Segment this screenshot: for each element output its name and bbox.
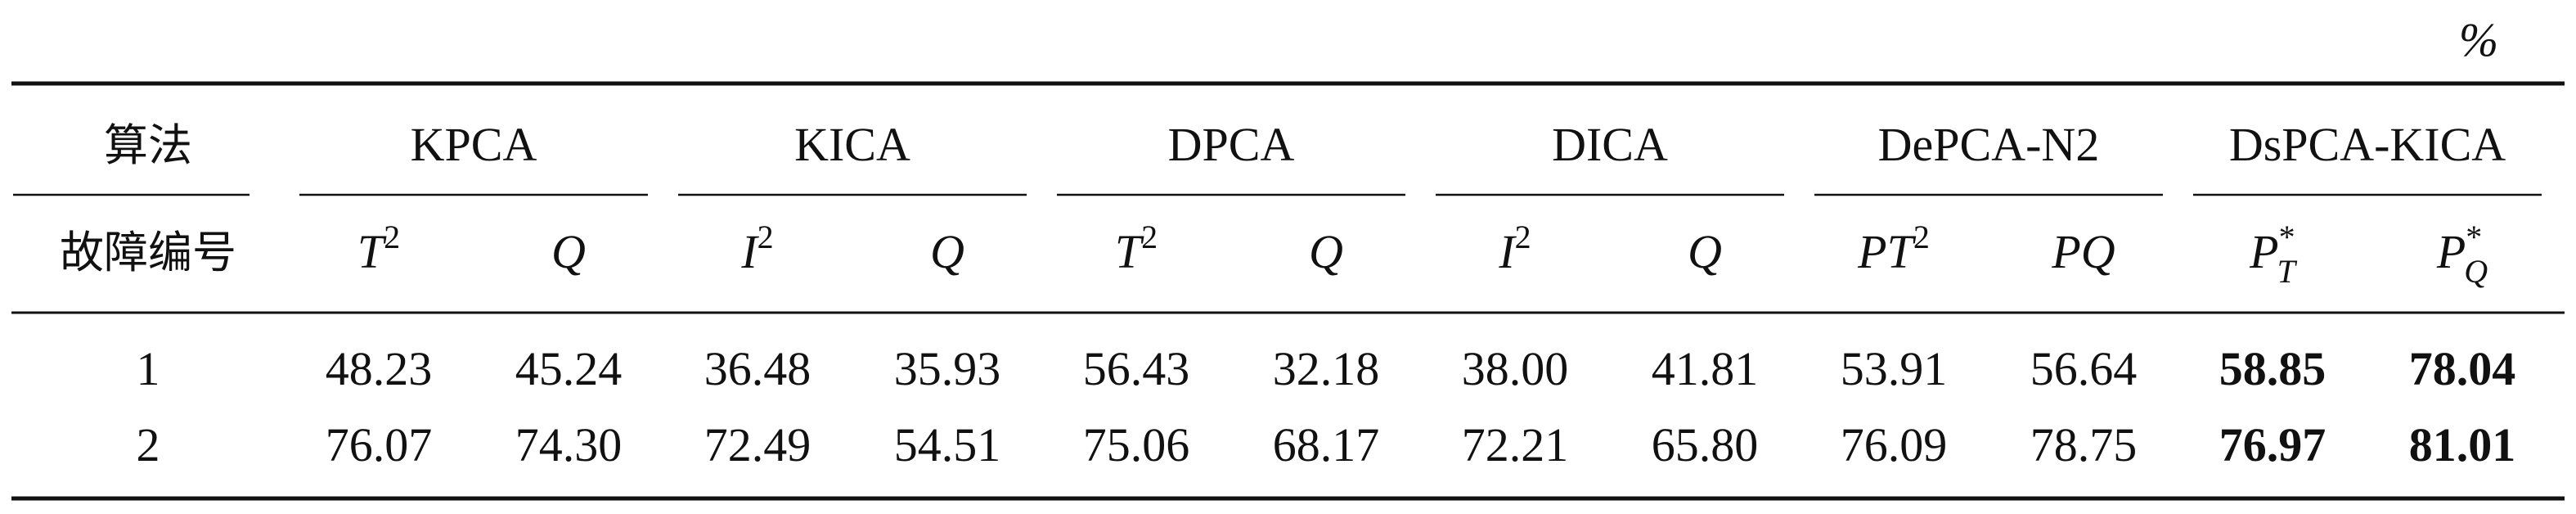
cell: 68.17: [1273, 418, 1380, 471]
header-label: 算法: [104, 119, 192, 171]
column-header: I2: [1498, 219, 1531, 278]
cell: 72.49: [704, 418, 811, 471]
column-base: PQ: [2051, 225, 2115, 278]
cell: 53.91: [1841, 342, 1948, 395]
cell: 74.30: [515, 418, 623, 471]
group-header: DPCA: [1168, 118, 1295, 171]
cell: 81.01: [2409, 418, 2516, 471]
column-sup: 2: [1515, 219, 1531, 255]
column-base: T: [1115, 225, 1144, 278]
cell: 56.43: [1083, 342, 1190, 395]
cell: 78.04: [2409, 342, 2516, 395]
cell: 38.00: [1462, 342, 1569, 395]
group-header: KICA: [794, 118, 910, 171]
group-header: KPCA: [411, 118, 537, 171]
column-sub: T: [2277, 253, 2298, 290]
column-sup: *: [2279, 219, 2295, 255]
group-header: DePCA-N2: [1878, 118, 2100, 171]
column-base: Q: [1309, 225, 1343, 278]
column-base: P: [2249, 225, 2278, 278]
cell: 72.21: [1462, 418, 1569, 471]
cell: 48.23: [326, 342, 433, 395]
unit: %: [2459, 13, 2498, 66]
column-header: Q: [1309, 225, 1343, 278]
cell: 35.93: [894, 342, 1001, 395]
cell: 75.06: [1083, 418, 1190, 471]
column-base: PT: [1857, 225, 1916, 278]
column-sup: 2: [1141, 219, 1158, 255]
column-sup: 2: [758, 219, 774, 255]
column-header: PQ: [2051, 225, 2115, 278]
cell: 32.18: [1273, 342, 1380, 395]
column-base: Q: [551, 225, 586, 278]
column-header: Q: [930, 225, 964, 278]
column-header: T2: [357, 219, 400, 278]
column-base: I: [740, 225, 759, 278]
column-header: T2: [1115, 219, 1158, 278]
column-header: P* Q: [2436, 219, 2488, 290]
column-base: T: [357, 225, 387, 278]
cell: 78.75: [2030, 418, 2138, 471]
cell: 76.09: [1841, 418, 1948, 471]
cell: 45.24: [515, 342, 623, 395]
cell: 58.85: [2219, 342, 2326, 395]
column-base: Q: [1688, 225, 1722, 278]
column-base: I: [1498, 225, 1517, 278]
group-header: DsPCA-KICA: [2229, 118, 2506, 171]
cell: 54.51: [894, 418, 1001, 471]
subheader-label: 故障编号: [60, 227, 236, 278]
column-header: Q: [551, 225, 586, 278]
row-id: 1: [137, 342, 160, 395]
column-sup: 2: [1913, 219, 1930, 255]
column-header: I2: [740, 219, 773, 278]
column-header: P* T: [2249, 219, 2297, 290]
column-header: Q: [1688, 225, 1722, 278]
cell: 65.80: [1652, 418, 1759, 471]
column-sub: Q: [2464, 253, 2488, 290]
column-header: PT2: [1857, 219, 1930, 278]
column-base: P: [2436, 225, 2466, 278]
column-sup: *: [2466, 219, 2482, 255]
group-header: DICA: [1552, 118, 1668, 171]
cell: 76.07: [326, 418, 433, 471]
cell: 56.64: [2030, 342, 2138, 395]
cell: 76.97: [2219, 418, 2326, 471]
row-id: 2: [137, 418, 160, 471]
column-sup: 2: [384, 219, 400, 255]
cell: 36.48: [704, 342, 811, 395]
column-base: Q: [930, 225, 964, 278]
cell: 41.81: [1652, 342, 1759, 395]
